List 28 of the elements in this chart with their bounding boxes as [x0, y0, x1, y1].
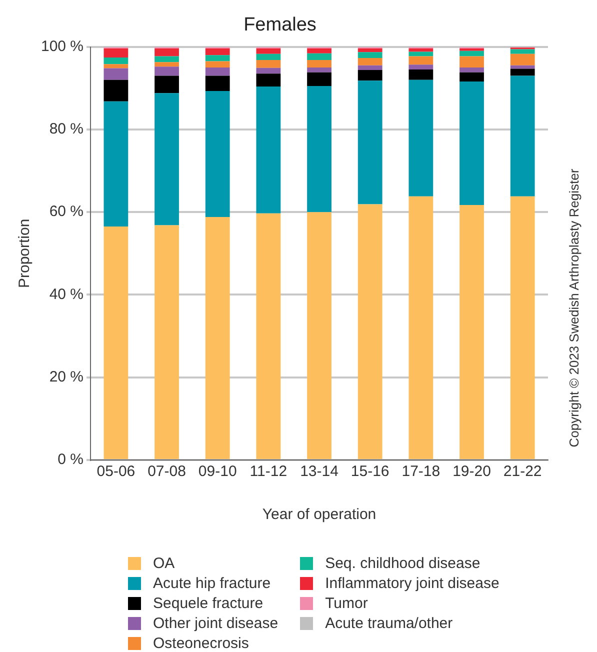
legend-label: Acute hip fracture — [153, 574, 271, 592]
legend-label: Other joint disease — [153, 614, 278, 632]
y-tick-label: 60 % — [49, 203, 84, 220]
y-tick-label: 0 % — [58, 451, 84, 468]
chart-title: Females — [244, 14, 316, 36]
legend-label: Osteonecrosis — [153, 634, 249, 652]
x-tick-label: 09-10 — [198, 463, 237, 480]
x-tick-label: 07-08 — [148, 463, 186, 480]
x-tick-label: 11-12 — [250, 463, 288, 480]
y-tick-label: 20 % — [49, 368, 84, 386]
x-tick-label: 21-22 — [503, 463, 542, 480]
x-tick-label: 15-16 — [350, 463, 390, 480]
legend-label: Sequele fracture — [153, 594, 264, 612]
y-tick-label: 100 % — [40, 38, 84, 55]
legend-label: Seq. childhood disease — [325, 554, 480, 572]
legend-label: Acute trauma/other — [325, 614, 453, 632]
y-tick-label: 40 % — [49, 286, 84, 303]
x-tick-label: 19-20 — [452, 463, 491, 480]
x-tick-label: 13-14 — [300, 463, 338, 480]
x-tick-label: 17-18 — [402, 463, 440, 480]
text: Copyright © 2023 Swedish Arthroplasty Register — [566, 168, 582, 448]
y-tick-label: 80 % — [49, 120, 84, 138]
y-axis-title: Proportion — [16, 218, 34, 288]
legend-label: Inflammatory joint disease — [325, 574, 500, 592]
legend-label: OA — [153, 554, 175, 572]
x-tick-label: 05-06 — [96, 463, 136, 480]
x-axis-title: Year of operation — [262, 506, 376, 524]
legend-label: Tumor — [325, 594, 368, 612]
